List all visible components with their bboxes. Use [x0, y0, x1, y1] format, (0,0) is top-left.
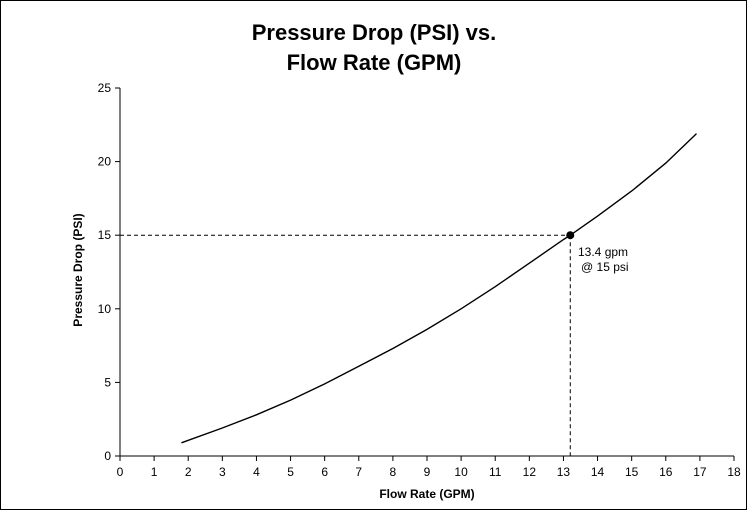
- x-tick-label: 1: [151, 465, 158, 479]
- axes: [119, 88, 734, 457]
- y-axis-ticks: 0 5 10 15 20 25: [98, 81, 120, 463]
- x-tick-label: 16: [659, 465, 673, 479]
- x-tick-label: 14: [591, 465, 605, 479]
- chart-title-line1: Pressure Drop (PSI) vs.: [252, 20, 497, 45]
- annotation-line1: 13.4 gpm: [578, 245, 628, 259]
- x-tick-label: 12: [523, 465, 537, 479]
- y-tick-label: 15: [98, 228, 112, 242]
- x-tick-label: 13: [557, 465, 571, 479]
- x-axis-label: Flow Rate (GPM): [379, 487, 474, 501]
- x-tick-label: 17: [693, 465, 707, 479]
- y-tick-label: 10: [98, 302, 112, 316]
- pressure-drop-curve: [181, 133, 697, 444]
- y-axis-label: Pressure Drop (PSI): [71, 213, 85, 326]
- x-tick-label: 3: [219, 465, 226, 479]
- x-tick-label: 5: [287, 465, 294, 479]
- x-axis-ticks: 0 1 2 3 4 5 6 7 8 9 10 11 12 13 14 15 16 17 18: [117, 456, 741, 479]
- y-tick-label: 0: [104, 449, 111, 463]
- x-tick-label: 6: [321, 465, 328, 479]
- x-tick-label: 18: [727, 465, 741, 479]
- x-tick-label: 10: [454, 465, 468, 479]
- x-tick-label: 4: [253, 465, 260, 479]
- series-group: [181, 133, 697, 444]
- x-tick-label: 9: [424, 465, 431, 479]
- x-tick-label: 2: [185, 465, 192, 479]
- x-tick-label: 7: [355, 465, 362, 479]
- highlight-group: [566, 231, 575, 240]
- y-tick-label: 25: [98, 81, 112, 95]
- x-tick-label: 15: [625, 465, 639, 479]
- guide-lines: [120, 234, 571, 456]
- x-tick-label: 11: [489, 465, 502, 479]
- y-tick-label: 5: [104, 375, 111, 389]
- highlight-point: [566, 231, 575, 240]
- x-tick-label: 8: [390, 465, 397, 479]
- chart-title-line2: Flow Rate (GPM): [287, 50, 462, 75]
- annotation-line2: @ 15 psi: [581, 260, 629, 274]
- x-tick-label: 0: [117, 465, 124, 479]
- y-tick-label: 20: [98, 155, 112, 169]
